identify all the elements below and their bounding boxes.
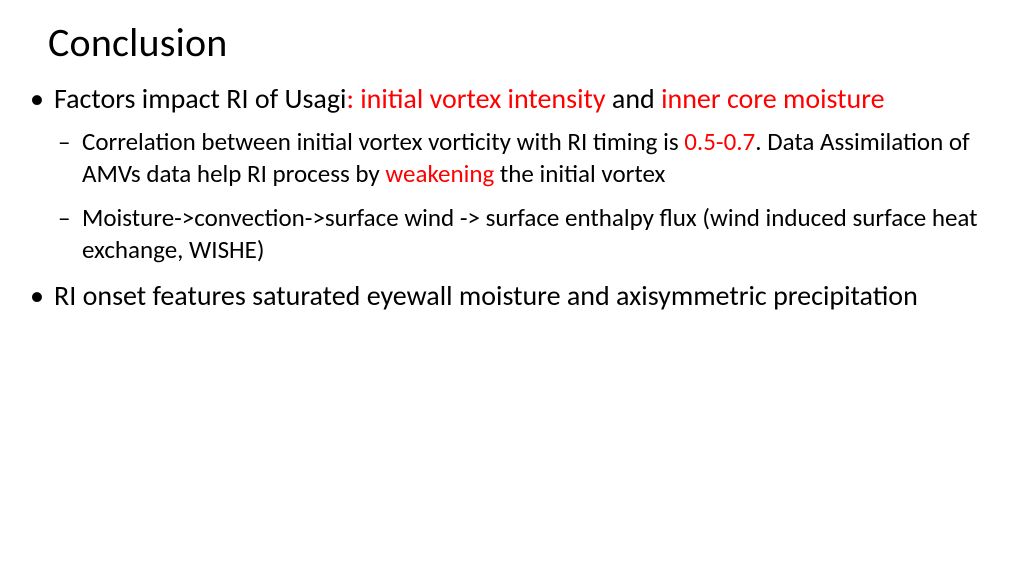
text-run: and xyxy=(612,81,661,116)
text-run: the initial vortex xyxy=(500,158,665,189)
bullet-list-level1: Factors impact RI of Usagi: initial vort… xyxy=(20,81,1004,313)
text-run: Factors impact RI of Usagi xyxy=(54,81,346,116)
text-highlight: inner core moisture xyxy=(661,81,885,116)
bullet-list-level2: Correlation between initial vortex vorti… xyxy=(54,126,1004,266)
sub-bullet-item: Moisture->convection->surface wind -> su… xyxy=(54,202,1004,266)
text-highlight: 0.5-0.7 xyxy=(684,126,755,157)
text-run: Moisture->convection->surface wind -> su… xyxy=(82,202,978,265)
text-run: RI onset features saturated eyewall mois… xyxy=(54,278,918,313)
text-highlight: : initial vortex intensity xyxy=(346,81,611,116)
sub-bullet-item: Correlation between initial vortex vorti… xyxy=(54,126,1004,190)
slide-title: Conclusion xyxy=(48,18,1004,67)
bullet-item: Factors impact RI of Usagi: initial vort… xyxy=(20,81,1004,266)
text-run: Correlation between initial vortex vorti… xyxy=(82,126,684,157)
slide-container: Conclusion Factors impact RI of Usagi: i… xyxy=(0,0,1024,313)
text-highlight: weakening xyxy=(385,158,500,189)
bullet-item: RI onset features saturated eyewall mois… xyxy=(20,278,1004,313)
